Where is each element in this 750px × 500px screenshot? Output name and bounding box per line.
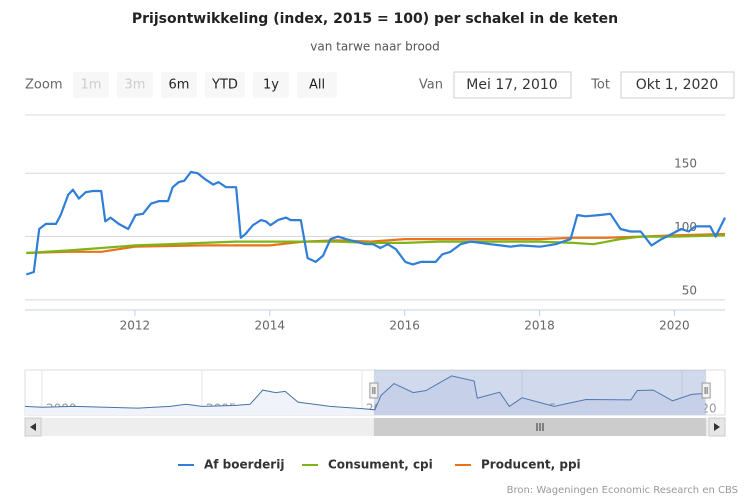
legend-label[interactable]: Producent, ppi — [481, 458, 581, 472]
range-buttons: 1m 3m 6m YTD 1y All — [73, 72, 337, 98]
navigator-area — [25, 375, 705, 415]
thumb-grip — [536, 423, 544, 431]
x-tick-label: 2014 — [255, 319, 286, 333]
from-input[interactable] — [453, 71, 572, 99]
navigator-handle[interactable] — [701, 382, 711, 399]
range-button-label[interactable]: YTD — [211, 78, 238, 93]
to-value[interactable]: Okt 1, 2020 — [636, 77, 719, 93]
navigator-handle[interactable] — [369, 382, 379, 399]
range-button — [117, 72, 153, 98]
range-button-label: 1m — [81, 78, 102, 93]
chart-title: Prijsontwikkeling (index, 2015 = 100) pe… — [132, 11, 618, 27]
handle-grip — [704, 387, 708, 394]
x-tick-label: 2012 — [120, 319, 151, 333]
chart-subtitle: van tarwe naar brood — [310, 40, 440, 54]
range-button-label[interactable]: 6m — [169, 78, 190, 93]
y-tick-label: 50 — [682, 283, 697, 297]
to-input[interactable] — [620, 71, 735, 99]
to-label: Tot — [590, 78, 610, 93]
range-button-label: 3m — [125, 78, 146, 93]
legend-label[interactable]: Af boerderij — [204, 458, 284, 472]
navigator-line — [24, 375, 705, 411]
arrow-right — [714, 423, 720, 431]
range-button[interactable] — [297, 72, 337, 98]
handle-grip — [372, 387, 376, 394]
range-button[interactable] — [161, 72, 197, 98]
legend-label[interactable]: Consument, cpi — [328, 458, 433, 472]
series-line — [26, 232, 726, 255]
arrow-left — [30, 423, 36, 431]
navigator-selection[interactable] — [373, 370, 707, 415]
x-tick-label: 2016 — [389, 319, 420, 333]
series-line — [26, 234, 726, 255]
series-line — [25, 170, 726, 276]
x-tick-label: 2018 — [524, 319, 555, 333]
y-tick-label: 150 — [674, 157, 697, 171]
zoom-label: Zoom — [25, 78, 62, 93]
range-button[interactable] — [205, 72, 245, 98]
range-button[interactable] — [253, 72, 289, 98]
navigator: 20002005201020152020 — [24, 370, 717, 416]
range-button-label[interactable]: 1y — [263, 78, 279, 93]
series-lines — [25, 170, 726, 276]
x-tick-label: 2020 — [659, 319, 690, 333]
from-value[interactable]: Mei 17, 2010 — [466, 77, 557, 93]
from-label: Van — [419, 78, 443, 93]
range-button — [73, 72, 109, 98]
legend: Af boerderij Consument, cpi Producent, ppi — [178, 458, 581, 472]
range-button-label[interactable]: All — [309, 78, 325, 93]
credits: Bron: Wageningen Economic Research en CB… — [507, 485, 738, 496]
